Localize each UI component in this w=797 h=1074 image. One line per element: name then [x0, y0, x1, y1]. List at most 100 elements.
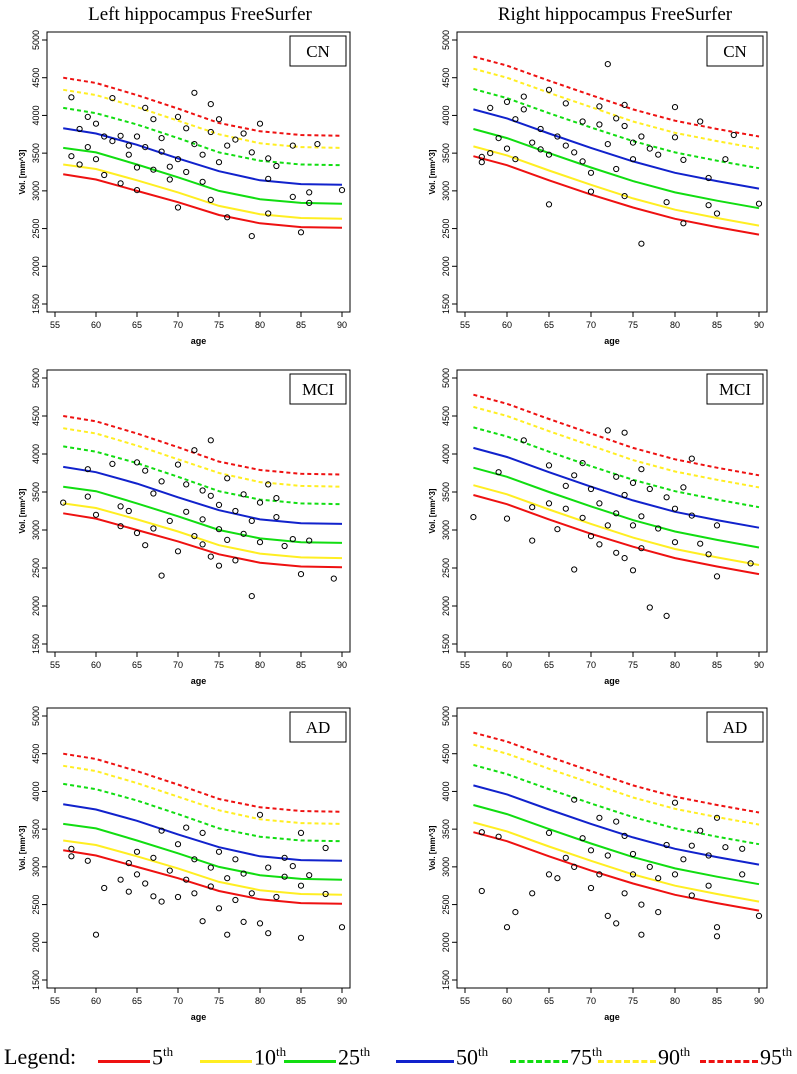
data-point — [256, 920, 264, 927]
data-point — [705, 202, 712, 209]
data-point — [571, 149, 578, 156]
legend: Legend: 5th 10th 25th 50th 75th 90th 95th — [0, 1040, 797, 1074]
data-point — [520, 106, 527, 113]
data-point — [92, 156, 100, 163]
data-point — [240, 918, 247, 926]
data-point — [655, 151, 662, 158]
data-point — [191, 890, 198, 897]
x-tick-label: 85 — [296, 660, 306, 670]
x-tick-label: 85 — [712, 320, 722, 330]
y-tick-label: 5000 — [441, 368, 451, 388]
data-point — [537, 125, 544, 133]
data-point — [142, 144, 149, 151]
data-point — [174, 841, 182, 848]
plot-grid: 55 60 65 70 75 80 85 90 1500 2000 2500 3000 3500 4000… — [18, 30, 768, 1022]
data-point — [713, 924, 721, 931]
data-point — [125, 507, 132, 515]
data-point — [281, 854, 288, 861]
data-point — [142, 542, 149, 549]
x-axis-label: age — [191, 676, 207, 686]
percentile-curve-75th — [63, 445, 343, 506]
data-point — [621, 193, 628, 200]
data-point — [191, 856, 198, 863]
percentile-curve-90th — [473, 405, 760, 489]
data-point — [84, 144, 91, 151]
data-point — [232, 896, 239, 904]
x-tick-label: 55 — [460, 320, 470, 330]
panel-cn-right: 55 60 65 70 75 80 85 90 1500 2000 2500 3000 3500 4000… — [428, 30, 768, 346]
percentile-curve-90th — [473, 67, 760, 150]
x-tick-label: 60 — [91, 996, 101, 1006]
legend-number: 50 — [456, 1044, 478, 1070]
data-point — [322, 844, 329, 852]
data-point — [713, 573, 721, 580]
data-point — [133, 848, 141, 855]
data-point — [638, 240, 645, 247]
data-point — [638, 931, 645, 938]
data-point — [101, 133, 108, 140]
data-point — [265, 155, 272, 162]
data-point — [680, 156, 687, 163]
y-tick-label: 2000 — [31, 256, 41, 276]
legend-suffix: th — [360, 1044, 371, 1059]
data-point — [646, 485, 653, 493]
x-tick-label: 90 — [754, 320, 764, 330]
group-label-box — [706, 35, 764, 67]
legend-text: 50th — [456, 1044, 488, 1070]
percentile-curve-5th — [473, 831, 760, 912]
percentile-curve-75th — [63, 782, 343, 843]
x-tick-label: 70 — [586, 660, 596, 670]
data-point — [545, 500, 553, 507]
y-tick-label: 5000 — [441, 30, 451, 50]
x-tick-label: 90 — [337, 320, 347, 330]
y-tick-label: 5000 — [31, 368, 41, 388]
data-point — [579, 118, 586, 125]
data-point — [697, 118, 704, 125]
data-point — [306, 189, 313, 196]
data-point — [655, 875, 662, 882]
data-point — [322, 890, 329, 898]
data-point — [215, 848, 223, 855]
data-point — [621, 491, 628, 499]
data-point — [207, 101, 214, 108]
percentile-curve-50th — [473, 108, 760, 190]
y-tick-label: 1500 — [441, 294, 451, 314]
data-point — [713, 814, 721, 821]
data-point — [613, 818, 620, 825]
data-point — [240, 870, 247, 877]
data-point — [646, 604, 653, 611]
data-point — [142, 467, 149, 474]
data-point — [174, 113, 182, 121]
data-point — [289, 863, 296, 870]
data-point — [265, 864, 272, 871]
data-point — [174, 204, 182, 211]
y-tick-label: 4500 — [441, 406, 451, 426]
percentile-curve-10th — [63, 839, 343, 896]
percentile-curve-90th — [473, 743, 760, 826]
data-point — [125, 142, 132, 149]
data-point — [158, 572, 165, 579]
data-point — [554, 875, 561, 882]
data-point — [663, 612, 670, 620]
x-tick-label: 80 — [670, 996, 680, 1006]
group-label-box — [289, 711, 347, 743]
data-point — [613, 510, 620, 517]
x-tick-label: 65 — [544, 996, 554, 1006]
legend-swatch — [98, 1060, 150, 1063]
data-point — [84, 466, 91, 473]
data-point — [84, 857, 91, 864]
data-point — [183, 481, 190, 488]
y-tick-label: 4000 — [441, 444, 451, 464]
percentile-curve-75th — [473, 88, 760, 170]
data-point — [596, 814, 603, 821]
percentile-curve-25th — [63, 146, 343, 205]
data-point — [705, 551, 712, 558]
data-point — [281, 542, 288, 550]
data-point — [739, 845, 746, 852]
data-point — [596, 103, 603, 110]
data-point — [199, 541, 206, 548]
x-tick-label: 75 — [628, 660, 638, 670]
data-point — [562, 854, 569, 861]
data-point — [587, 533, 595, 540]
y-tick-label: 3500 — [441, 482, 451, 502]
